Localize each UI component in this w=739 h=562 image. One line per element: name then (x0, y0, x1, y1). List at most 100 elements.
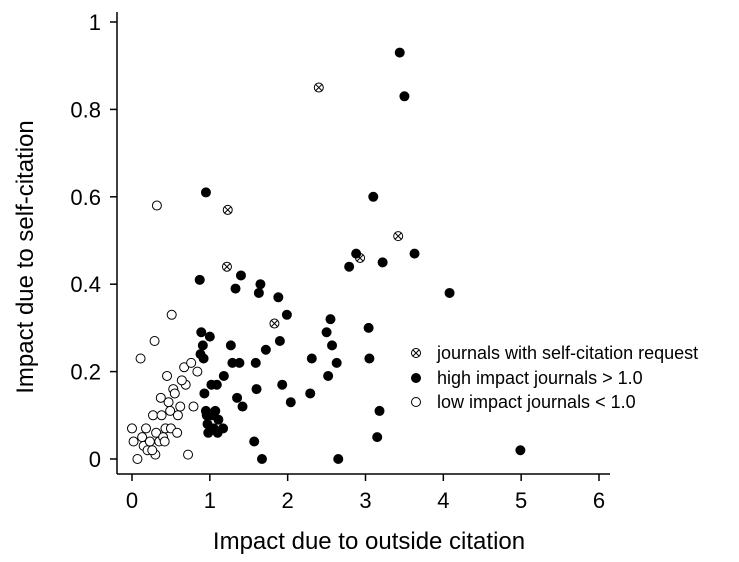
data-point (172, 427, 183, 438)
marker-cross (394, 232, 402, 240)
data-point (199, 388, 210, 399)
marker-cross (356, 254, 364, 262)
data-point (218, 370, 229, 381)
data-point (351, 248, 362, 259)
x-tick-label: 0 (126, 488, 138, 513)
data-point (213, 414, 224, 425)
data-point (225, 340, 236, 351)
data-point (210, 405, 221, 416)
data-point (399, 91, 410, 102)
data-point (197, 340, 208, 351)
x-axis-title: Impact due to outside citation (213, 528, 525, 555)
data-point (176, 375, 187, 386)
x-tick-label: 4 (437, 488, 449, 513)
y-ticks: 0 0.2 0.4 0.6 0.8 1 (70, 10, 117, 472)
marker-cross (270, 319, 279, 328)
y-tick-label: 0 (89, 447, 101, 472)
data-point (218, 423, 229, 434)
data-point (253, 287, 264, 298)
data-point (364, 353, 375, 364)
data-point (305, 388, 316, 399)
data-point (273, 292, 284, 303)
data-point (128, 436, 139, 447)
x-tick-label: 2 (282, 488, 294, 513)
data-point (159, 436, 170, 447)
data-point (198, 353, 209, 364)
data-point (363, 322, 374, 333)
data-point (260, 344, 271, 355)
data-point (221, 261, 232, 272)
data-point (148, 410, 159, 421)
legend-marker (411, 348, 421, 358)
legend-label: high impact journals > 1.0 (437, 368, 643, 388)
data-point (306, 353, 317, 364)
data-point (515, 445, 526, 456)
legend-label: low impact journals < 1.0 (437, 392, 636, 412)
marker-cross (224, 206, 232, 214)
y-tick-label: 0.2 (70, 360, 101, 385)
x-tick-label: 6 (593, 488, 605, 513)
data-point (374, 405, 385, 416)
data-point (151, 427, 162, 438)
data-point (344, 261, 355, 272)
x-ticks: 0 1 2 3 4 5 6 (126, 474, 605, 513)
legend: journals with self-citation request high … (411, 343, 698, 412)
data-point (204, 331, 215, 342)
data-point (222, 204, 233, 215)
data-point (162, 370, 173, 381)
y-tick-label: 1 (89, 10, 101, 35)
data-point (147, 445, 158, 456)
data-point (325, 314, 336, 325)
data-point (250, 357, 261, 368)
data-point (194, 274, 205, 285)
data-point (186, 357, 197, 368)
y-tick-label: 0.8 (70, 97, 101, 122)
legend-marker (411, 373, 421, 383)
data-point (249, 436, 260, 447)
data-point (409, 248, 420, 259)
marker-cross (315, 83, 323, 92)
data-point (141, 423, 152, 434)
data-point (163, 397, 174, 408)
legend-label: journals with self-citation request (436, 343, 698, 363)
data-point (372, 432, 383, 443)
marker-cross (223, 263, 231, 271)
data-point (237, 401, 248, 412)
data-point (251, 384, 262, 395)
data-point (151, 200, 162, 211)
data-point (172, 410, 183, 421)
data-point (135, 353, 146, 364)
data-point (331, 357, 342, 368)
data-point (235, 270, 246, 281)
data-point (281, 309, 292, 320)
data-point (192, 366, 203, 377)
data-point (127, 423, 137, 434)
data-point (230, 283, 241, 294)
data-point (196, 327, 207, 338)
data-point (155, 392, 166, 403)
y-axis-title: Impact due to self-citation (12, 120, 39, 393)
legend-marker (411, 397, 421, 407)
data-point (394, 47, 405, 58)
y-tick-label: 0.6 (70, 185, 101, 210)
data-point (179, 362, 190, 373)
x-tick-label: 1 (204, 488, 216, 513)
data-point (255, 279, 266, 290)
data-point (188, 401, 199, 412)
data-point (333, 454, 344, 464)
data-point (274, 336, 285, 347)
data-point (313, 82, 324, 93)
data-point (323, 370, 334, 381)
data-point (377, 257, 388, 268)
data-point (285, 397, 296, 408)
data-point (256, 454, 267, 464)
data-points (127, 47, 526, 464)
data-point (269, 318, 280, 329)
data-point (169, 388, 180, 399)
y-tick-label: 0.4 (70, 272, 101, 297)
data-point (156, 410, 167, 421)
data-point (277, 379, 288, 390)
data-point (211, 379, 222, 390)
x-tick-label: 3 (359, 488, 371, 513)
